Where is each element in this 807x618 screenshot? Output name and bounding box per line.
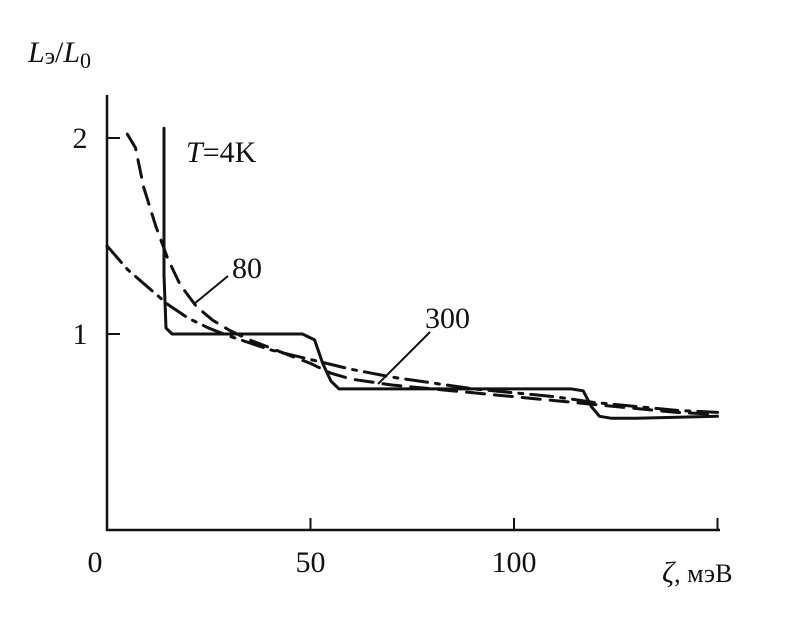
- y-tick-label-2: 2: [73, 122, 88, 155]
- series-line-1: [162, 126, 719, 420]
- curve-label-leader-2: [193, 275, 229, 305]
- curve-label-var: T: [186, 136, 205, 169]
- x-tick-label-0: 0: [88, 546, 103, 579]
- x-axis-title-symbol: ζ: [662, 556, 676, 589]
- x-tick-label-100: 100: [492, 546, 537, 579]
- curve-label-1: T=4K: [186, 136, 257, 169]
- curve-label-text: 80: [232, 252, 262, 285]
- series-group: [105, 126, 719, 420]
- y-axis-title-main: L: [27, 36, 45, 69]
- curve-label-3: 300: [425, 302, 470, 335]
- y-tick-label-1: 1: [73, 318, 88, 351]
- y-axis-title-slash: /: [55, 36, 64, 69]
- curve-labels: T=4K 80 300: [186, 136, 470, 385]
- x-tick-label-50: 50: [296, 546, 326, 579]
- curve-label-text: =4K: [203, 136, 257, 169]
- y-axis-title-main2: L: [62, 36, 80, 69]
- y-axis-title-sub: э: [45, 44, 55, 70]
- series-line-3: [105, 244, 719, 414]
- curve-label-2: 80: [232, 252, 262, 285]
- x-axis-title-unit: , мэВ: [674, 559, 732, 588]
- curve-label-text: 300: [425, 302, 470, 335]
- axis-tick-labels: 0 50 100 1 2: [73, 122, 537, 579]
- y-axis-title-sub2: 0: [80, 48, 91, 73]
- x-axis-title: ζ, мэВ: [662, 556, 732, 589]
- curve-label-leader-3: [377, 331, 431, 385]
- y-axis-title: Lэ/L0: [27, 36, 91, 73]
- axis-ticks: [107, 137, 719, 530]
- series-line-2: [125, 132, 719, 416]
